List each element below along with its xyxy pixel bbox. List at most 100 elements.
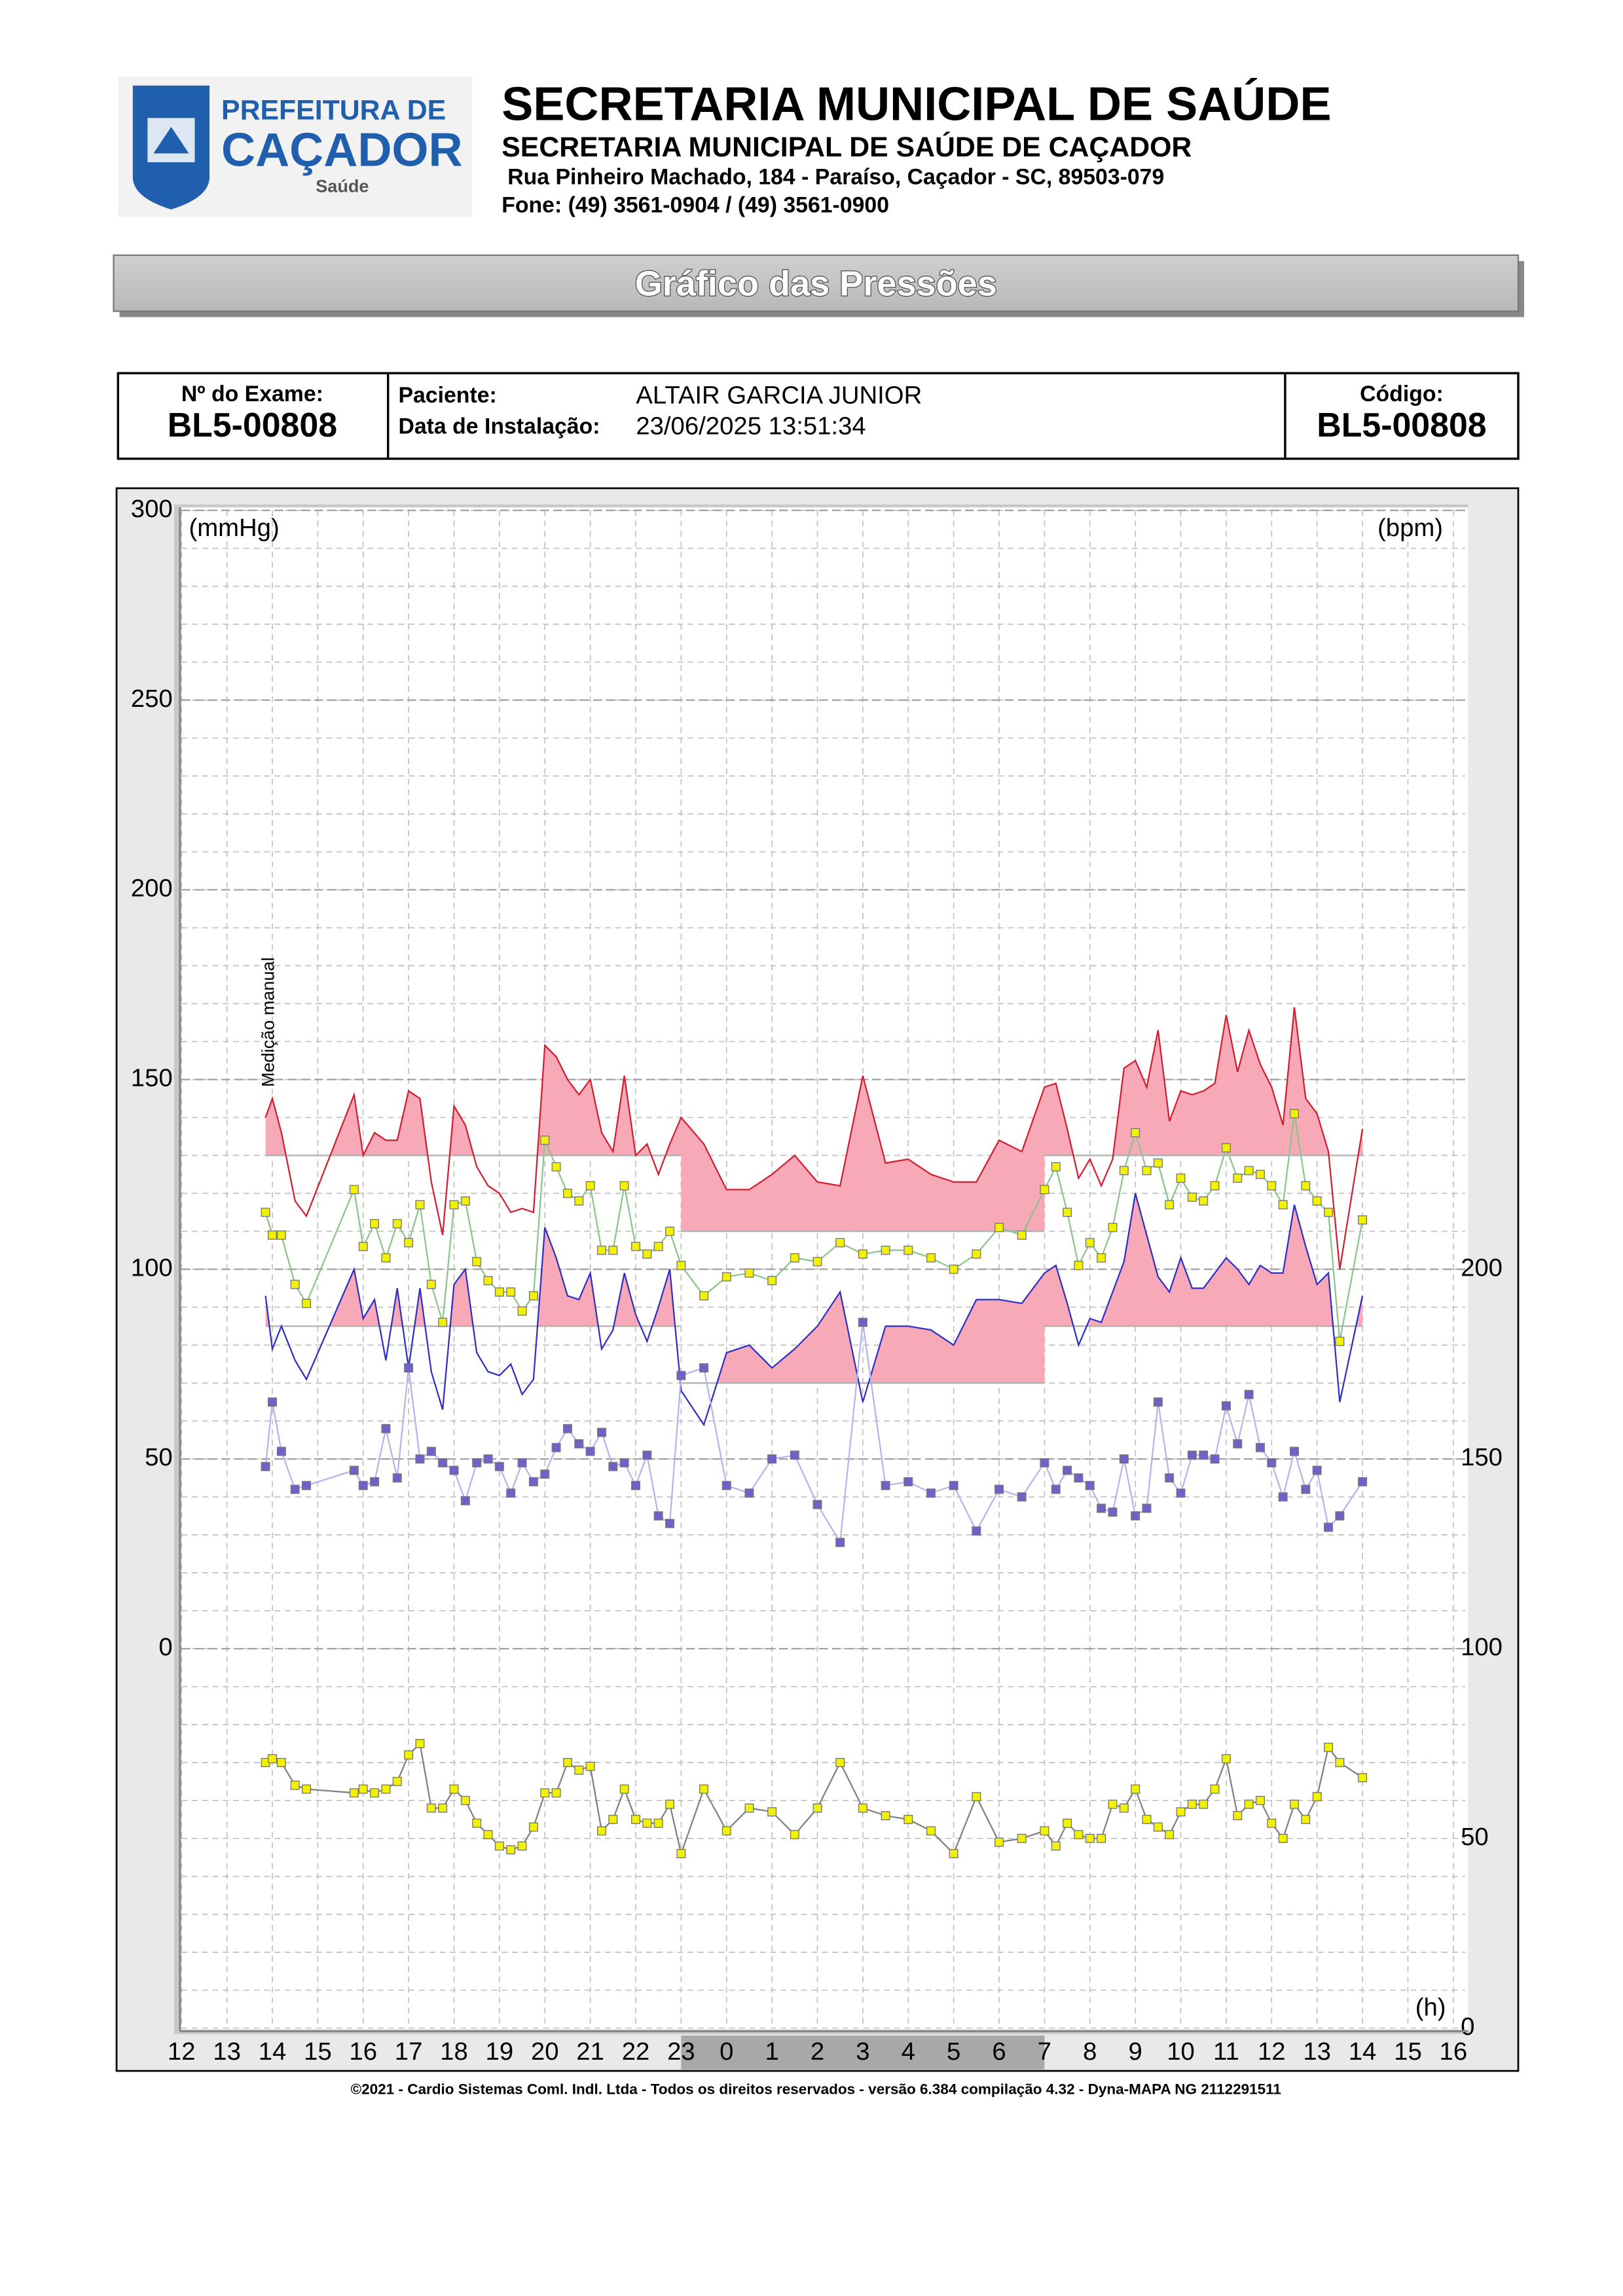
x-tick-label: 15 bbox=[1394, 2037, 1422, 2066]
data-point bbox=[858, 1318, 867, 1327]
data-point bbox=[835, 1238, 845, 1247]
data-point bbox=[1074, 1261, 1084, 1270]
data-point bbox=[1255, 1170, 1265, 1179]
data-point bbox=[302, 1480, 311, 1490]
data-point bbox=[1063, 1465, 1072, 1475]
data-point bbox=[494, 1462, 504, 1471]
info-value: BL5-00808 bbox=[1317, 406, 1486, 444]
y-unit: (mmHg) bbox=[189, 514, 279, 542]
data-point bbox=[562, 1424, 572, 1433]
data-point bbox=[1108, 1799, 1118, 1809]
data-point bbox=[1153, 1397, 1163, 1407]
data-point bbox=[767, 1807, 777, 1817]
data-point bbox=[790, 1253, 799, 1263]
data-point bbox=[1176, 1807, 1186, 1817]
data-point bbox=[1165, 1473, 1175, 1483]
data-point bbox=[790, 1450, 799, 1460]
data-point bbox=[460, 1196, 470, 1206]
data-point bbox=[370, 1788, 380, 1798]
data-point bbox=[1324, 1742, 1334, 1752]
data-point bbox=[721, 1272, 731, 1282]
data-point bbox=[267, 1397, 277, 1407]
data-point bbox=[926, 1826, 936, 1836]
data-point bbox=[1290, 1109, 1299, 1119]
data-point bbox=[517, 1841, 527, 1851]
data-point bbox=[972, 1526, 981, 1536]
data-point bbox=[812, 1803, 822, 1813]
logo-crest-mark bbox=[153, 126, 189, 154]
data-point bbox=[517, 1306, 527, 1316]
x-tick-label: 14 bbox=[259, 2037, 287, 2066]
x-tick-label: 7 bbox=[1038, 2037, 1051, 2066]
data-point bbox=[1312, 1792, 1322, 1802]
data-point bbox=[1233, 1439, 1243, 1448]
data-point bbox=[381, 1253, 391, 1263]
data-point bbox=[562, 1757, 572, 1767]
data-point bbox=[619, 1458, 629, 1467]
y-tick-label: 50 bbox=[145, 1443, 173, 1471]
data-point bbox=[472, 1257, 482, 1266]
x-tick-label: 8 bbox=[1083, 2037, 1097, 2066]
data-point bbox=[528, 1822, 538, 1832]
data-point bbox=[438, 1318, 448, 1327]
data-point bbox=[290, 1280, 300, 1289]
data-point bbox=[1221, 1401, 1231, 1410]
data-point bbox=[381, 1784, 391, 1794]
data-point bbox=[1278, 1833, 1288, 1843]
data-point bbox=[699, 1784, 709, 1794]
data-point bbox=[349, 1185, 359, 1194]
data-point bbox=[540, 1136, 550, 1145]
data-point bbox=[415, 1738, 425, 1748]
data-point bbox=[460, 1795, 470, 1805]
data-point bbox=[596, 1427, 606, 1437]
data-point bbox=[1063, 1818, 1072, 1828]
data-point bbox=[517, 1458, 527, 1467]
x-tick-label: 17 bbox=[395, 2037, 423, 2066]
data-point bbox=[1187, 1799, 1197, 1809]
data-point bbox=[1335, 1336, 1345, 1346]
data-point bbox=[1119, 1454, 1129, 1464]
data-point bbox=[676, 1261, 686, 1270]
data-point bbox=[994, 1837, 1004, 1847]
data-point bbox=[1278, 1200, 1288, 1210]
data-point bbox=[1017, 1230, 1027, 1240]
data-point bbox=[1142, 1166, 1152, 1175]
data-point bbox=[1244, 1799, 1254, 1809]
data-point bbox=[574, 1439, 584, 1448]
x-tick-label: 21 bbox=[576, 2037, 604, 2066]
data-point bbox=[596, 1826, 606, 1836]
data-point bbox=[551, 1443, 561, 1452]
data-point bbox=[949, 1849, 958, 1859]
data-point bbox=[665, 1518, 675, 1528]
data-point bbox=[881, 1246, 890, 1255]
data-point bbox=[1255, 1795, 1265, 1805]
data-point bbox=[1290, 1799, 1299, 1809]
x-tick-label: 23 bbox=[667, 2037, 695, 2066]
data-point bbox=[494, 1841, 504, 1851]
data-point bbox=[1187, 1193, 1197, 1202]
data-point bbox=[1085, 1480, 1095, 1490]
data-point bbox=[596, 1246, 606, 1255]
x-tick-label: 13 bbox=[213, 2037, 241, 2066]
data-point bbox=[1233, 1811, 1243, 1821]
x-tick-label: 0 bbox=[720, 2037, 733, 2066]
data-point bbox=[653, 1818, 663, 1828]
data-point bbox=[494, 1287, 504, 1297]
data-point bbox=[483, 1454, 493, 1464]
data-point bbox=[1210, 1454, 1220, 1464]
data-point bbox=[1199, 1450, 1209, 1460]
data-point bbox=[858, 1249, 867, 1259]
data-point bbox=[903, 1814, 913, 1824]
data-point bbox=[744, 1268, 754, 1278]
data-point bbox=[1267, 1181, 1277, 1191]
data-point bbox=[392, 1776, 402, 1786]
data-point bbox=[1165, 1830, 1175, 1840]
data-point bbox=[642, 1249, 652, 1259]
data-point bbox=[290, 1780, 300, 1790]
data-point bbox=[1199, 1799, 1209, 1809]
data-point bbox=[1131, 1128, 1140, 1138]
data-point bbox=[665, 1227, 675, 1236]
data-point bbox=[540, 1788, 550, 1798]
logo-text: PREFEITURA DE bbox=[221, 95, 446, 126]
data-point bbox=[881, 1811, 890, 1821]
